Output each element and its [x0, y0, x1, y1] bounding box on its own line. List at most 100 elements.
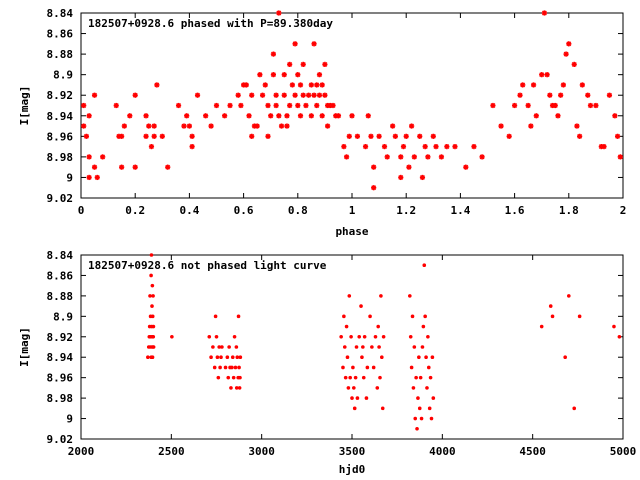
phased-data-point: [143, 113, 149, 119]
unphased-data-point: [417, 406, 422, 411]
unphased-data-point: [343, 375, 348, 380]
phased-data-point: [249, 92, 255, 98]
phased-data-point: [520, 82, 526, 88]
phased-data-point: [319, 82, 325, 88]
phased-data-point: [362, 144, 369, 150]
unphased-x-tick-label: 4000: [429, 445, 456, 458]
unphased-y-tick-label: 8.9: [53, 310, 73, 323]
phased-data-point: [119, 133, 125, 139]
phased-data-point: [281, 92, 287, 98]
unphased-data-point: [415, 426, 419, 431]
phased-data-point: [349, 113, 355, 119]
phased-data-point: [335, 113, 342, 119]
unphased-data-point: [218, 365, 222, 370]
phased-data-point: [91, 92, 98, 98]
phased-data-point: [577, 133, 583, 139]
unphased-data-point: [207, 334, 212, 339]
phased-data-point: [444, 144, 450, 150]
phased-y-tick-label: 9: [66, 171, 73, 184]
phased-data-point: [433, 144, 439, 150]
unphased-chart-title: 182507+0928.6 not phased light curve: [88, 259, 327, 272]
unphased-data-point: [346, 386, 351, 390]
phased-data-point: [409, 123, 415, 129]
phased-data-point: [86, 154, 92, 160]
phased-y-tick-label: 8.86: [47, 28, 74, 41]
unphased-data-point: [409, 365, 414, 370]
phased-data-point: [259, 92, 266, 98]
phased-data-point: [593, 102, 599, 109]
phased-data-point: [606, 92, 613, 98]
phased-data-point: [270, 51, 277, 57]
phased-data-point: [490, 102, 496, 109]
unphased-data-point: [359, 304, 363, 308]
unphased-data-point: [410, 314, 415, 319]
unphased-data-point: [378, 375, 382, 380]
phased-x-tick-label: 0.2: [125, 204, 145, 217]
phased-data-point: [308, 113, 314, 119]
unphased-data-point: [347, 294, 352, 298]
phased-data-point: [571, 61, 577, 67]
phased-data-point: [341, 144, 347, 150]
unphased-data-points: [146, 253, 622, 431]
unphased-data-point: [411, 386, 416, 390]
unphased-data-point: [219, 355, 223, 360]
unphased-data-point: [151, 345, 156, 349]
phased-data-point: [284, 113, 290, 119]
unphased-data-point: [577, 314, 582, 319]
unphased-data-point: [429, 416, 434, 421]
unphased-y-tick-label: 8.98: [47, 392, 74, 405]
unphased-data-point: [214, 334, 219, 339]
phased-data-point: [257, 72, 263, 78]
unphased-data-point: [236, 314, 241, 319]
phased-data-point: [601, 144, 607, 150]
phased-data-point: [151, 123, 157, 129]
unphased-data-point: [408, 334, 413, 339]
phased-y-tick-label: 9.02: [47, 192, 74, 205]
unphased-data-point: [563, 355, 567, 360]
unphased-data-point: [550, 314, 555, 319]
phased-data-point: [235, 92, 241, 98]
phased-y-tick-label: 8.94: [47, 110, 74, 123]
phased-data-point: [419, 174, 426, 181]
unphased-data-point: [151, 324, 156, 329]
unphased-data-point: [414, 375, 418, 380]
phased-data-point: [498, 123, 504, 129]
phased-data-point: [148, 144, 155, 150]
phased-data-point: [617, 154, 623, 160]
phased-data-point: [121, 123, 127, 129]
phased-data-point: [525, 102, 531, 109]
unphased-data-point: [229, 386, 233, 390]
unphased-data-point: [151, 294, 155, 298]
phased-data-point: [268, 113, 274, 119]
phased-data-point: [186, 123, 192, 129]
phased-data-point: [316, 72, 323, 78]
phased-y-tick-label: 8.88: [47, 48, 74, 61]
unphased-data-point: [362, 334, 367, 339]
unphased-y-tick-label: 8.86: [47, 269, 74, 282]
phased-data-point: [574, 123, 580, 129]
unphased-data-point: [380, 355, 384, 360]
phased-x-tick-label: 1.8: [559, 204, 579, 217]
phased-data-point: [308, 82, 314, 88]
phased-data-point: [132, 92, 138, 98]
phased-data-point: [316, 92, 323, 98]
phased-data-point: [249, 133, 255, 139]
phased-data-point: [292, 41, 298, 47]
unphased-data-point: [148, 294, 152, 298]
unphased-data-point: [413, 416, 418, 421]
unphased-data-point: [223, 365, 228, 370]
unphased-data-point: [567, 294, 571, 298]
phased-x-tick-label: 0.6: [234, 204, 254, 217]
phased-data-point: [411, 154, 417, 160]
unphased-x-axis-label: hjd0: [339, 463, 366, 476]
phased-data-point: [262, 82, 268, 88]
phased-data-point: [541, 10, 548, 16]
unphased-data-point: [213, 314, 218, 319]
phased-x-tick-label: 0: [78, 204, 85, 217]
unphased-x-tick-label: 2500: [158, 445, 185, 458]
phased-data-point: [479, 154, 485, 160]
phased-data-point: [314, 102, 320, 109]
phased-data-point: [287, 61, 293, 67]
unphased-data-point: [422, 263, 427, 268]
phased-data-point: [539, 72, 545, 78]
